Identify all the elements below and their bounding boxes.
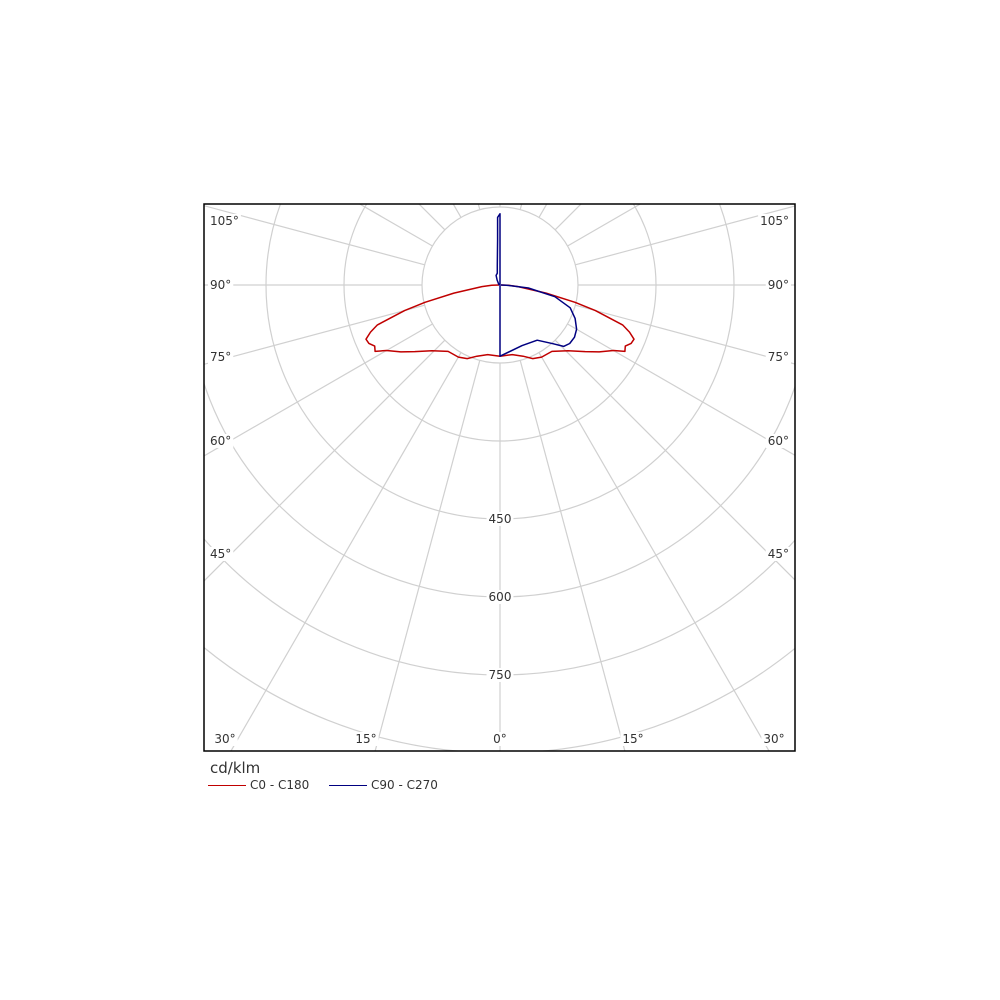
grid-radial-line: [452, 204, 462, 218]
angle-label-left-60: 60°: [208, 434, 234, 448]
svg-text:45°: 45°: [210, 547, 231, 561]
svg-text:45°: 45°: [768, 547, 789, 561]
grid-radial-line: [567, 323, 795, 457]
grid-circle-300: [343, 204, 657, 442]
angle-label-right-105: 105°: [758, 214, 791, 228]
grid-radial-line: [575, 205, 795, 266]
angle-label-bottom-2: 0°: [491, 732, 509, 746]
svg-text:60°: 60°: [210, 434, 231, 448]
grid-radial-line: [230, 352, 462, 751]
grid-radial-line: [204, 304, 425, 365]
svg-text:60°: 60°: [768, 434, 789, 448]
angle-label-left-105: 105°: [208, 214, 241, 228]
angle-label-right-75: 75°: [765, 350, 791, 364]
legend-label-c90-c270: C90 - C270: [371, 778, 438, 792]
grid-radial-line: [204, 339, 446, 582]
svg-text:75°: 75°: [210, 350, 231, 364]
svg-text:90°: 90°: [210, 278, 231, 292]
grid-circle-150: [421, 206, 579, 364]
svg-text:450: 450: [489, 512, 512, 526]
svg-text:15°: 15°: [622, 732, 643, 746]
angle-label-bottom-1: 15°: [353, 732, 379, 746]
angle-label-right-45: 45°: [765, 547, 791, 561]
grid-radial-line: [538, 204, 548, 218]
series-c90-c270: [495, 213, 578, 357]
grid-radial-line: [374, 360, 481, 751]
radial-label-600: 600: [486, 590, 514, 604]
grid-radial-line: [554, 204, 582, 231]
svg-text:30°: 30°: [763, 732, 784, 746]
grid-radial-line: [575, 304, 795, 365]
unit-label: cd/klm: [210, 759, 261, 777]
svg-text:105°: 105°: [210, 214, 239, 228]
grid-labels: 105° 90° 75° 60° 45° 105° 90° 75° 60° 45° 30° 15° 0°…: [208, 214, 791, 746]
svg-text:105°: 105°: [760, 214, 789, 228]
grid-radial-line: [204, 205, 425, 266]
angle-label-bottom-4: 30°: [761, 732, 787, 746]
legend-label-c0-c180: C0 - C180: [250, 778, 310, 792]
svg-text:75°: 75°: [768, 350, 789, 364]
svg-text:600: 600: [489, 590, 512, 604]
svg-text:30°: 30°: [214, 732, 235, 746]
legend-swatch-c0-c180: [208, 785, 246, 786]
legend-swatch-c90-c270: [329, 785, 367, 786]
angle-label-right-90: 90°: [765, 278, 791, 292]
svg-text:750: 750: [489, 668, 512, 682]
grid-radial-line: [519, 360, 626, 751]
grid-radial-line: [477, 204, 481, 210]
grid-radial-line: [418, 204, 446, 231]
grid-radial-line: [204, 323, 433, 457]
angle-label-bottom-0: 30°: [212, 732, 238, 746]
plot-frame: [203, 203, 796, 752]
angle-label-bottom-3: 15°: [620, 732, 646, 746]
angle-label-left-45: 45°: [208, 547, 234, 561]
svg-text:15°: 15°: [355, 732, 376, 746]
radial-label-750: 750: [486, 668, 514, 682]
series-layer: [365, 213, 635, 360]
grid-radial-line: [519, 204, 523, 210]
angle-label-left-75: 75°: [208, 350, 234, 364]
grid-radial-line: [554, 339, 795, 581]
svg-text:90°: 90°: [768, 278, 789, 292]
grid-radial-line: [538, 352, 770, 751]
angle-label-right-60: 60°: [765, 434, 791, 448]
svg-text:0°: 0°: [493, 732, 507, 746]
angle-label-left-90: 90°: [208, 278, 234, 292]
radial-label-450: 450: [486, 512, 514, 526]
